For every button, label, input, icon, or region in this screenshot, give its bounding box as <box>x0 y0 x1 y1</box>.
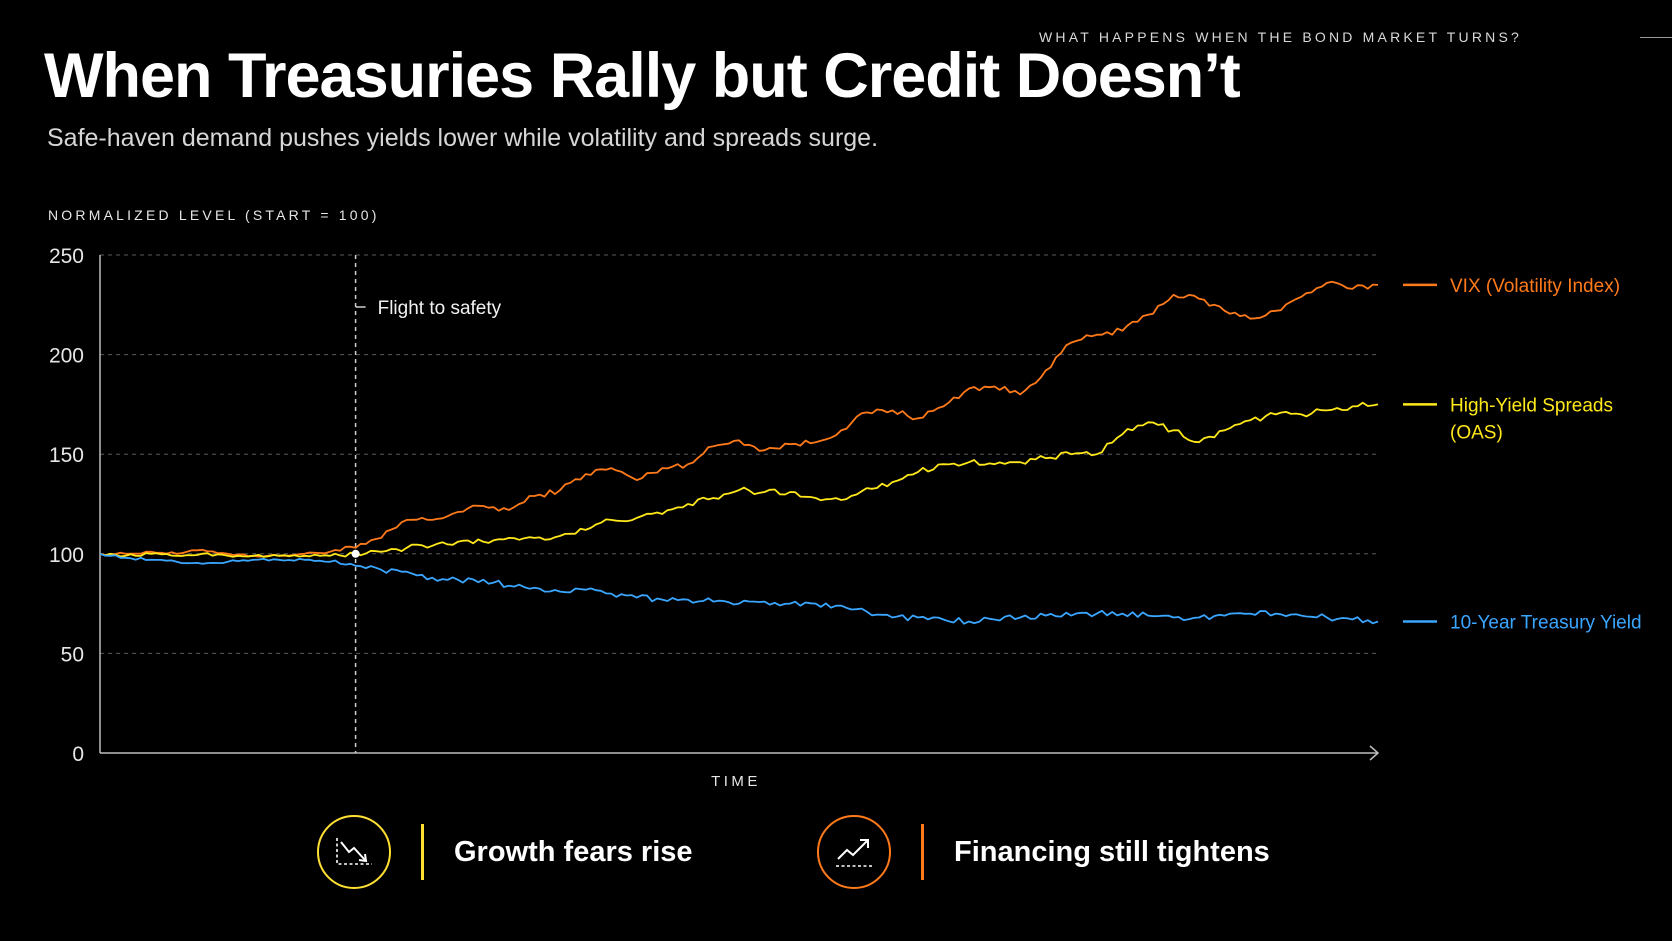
annotation-label: Flight to safety <box>378 298 502 319</box>
legend-label: VIX (Volatility Index) <box>1450 276 1620 297</box>
legend-label: High-Yield Spreads <box>1450 395 1613 416</box>
y-tick-label: 0 <box>72 743 84 766</box>
series-line-2 <box>99 552 1379 625</box>
y-tick-label: 200 <box>49 345 84 368</box>
callout-divider <box>921 824 924 880</box>
x-axis-label: TIME <box>711 773 761 790</box>
kicker: WHAT HAPPENS WHEN THE BOND MARKET TURNS? <box>1039 29 1522 45</box>
y-axis-label: NORMALIZED LEVEL (START = 100) <box>48 207 380 223</box>
flight-to-safety-annotation: Flight to safety <box>354 255 502 753</box>
y-tick-labels: 0 50 100 150 200 250 <box>49 245 84 766</box>
page-title: When Treasuries Rally but Credit Doesn’t <box>44 41 1241 111</box>
y-tick-label: 100 <box>49 544 84 567</box>
y-tick-label: 50 <box>61 643 84 666</box>
callout-growth-fears: Growth fears rise <box>317 812 693 892</box>
x-axis-arrow <box>1369 745 1380 761</box>
legend-label-line2: (OAS) <box>1450 422 1503 443</box>
legend: VIX (Volatility Index) High-Yield Spreads… <box>1403 276 1642 634</box>
series-line-0 <box>99 280 1379 558</box>
legend-label: 10-Year Treasury Yield <box>1450 613 1642 634</box>
kicker-rule <box>1640 37 1672 38</box>
trend-down-icon <box>317 815 391 889</box>
trend-up-icon <box>817 815 891 889</box>
gridlines <box>100 254 1378 654</box>
y-tick-label: 250 <box>49 245 84 268</box>
series-lines <box>99 280 1379 625</box>
y-tick-label: 150 <box>49 444 84 467</box>
callout-label: Financing still tightens <box>954 835 1270 868</box>
page-subtitle: Safe-haven demand pushes yields lower wh… <box>47 124 879 152</box>
annotation-point <box>351 549 360 558</box>
callout-label: Growth fears rise <box>454 835 693 868</box>
series-line-1 <box>99 401 1379 558</box>
callout-financing-tightens: Financing still tightens <box>817 812 1270 892</box>
callout-divider <box>421 824 424 880</box>
